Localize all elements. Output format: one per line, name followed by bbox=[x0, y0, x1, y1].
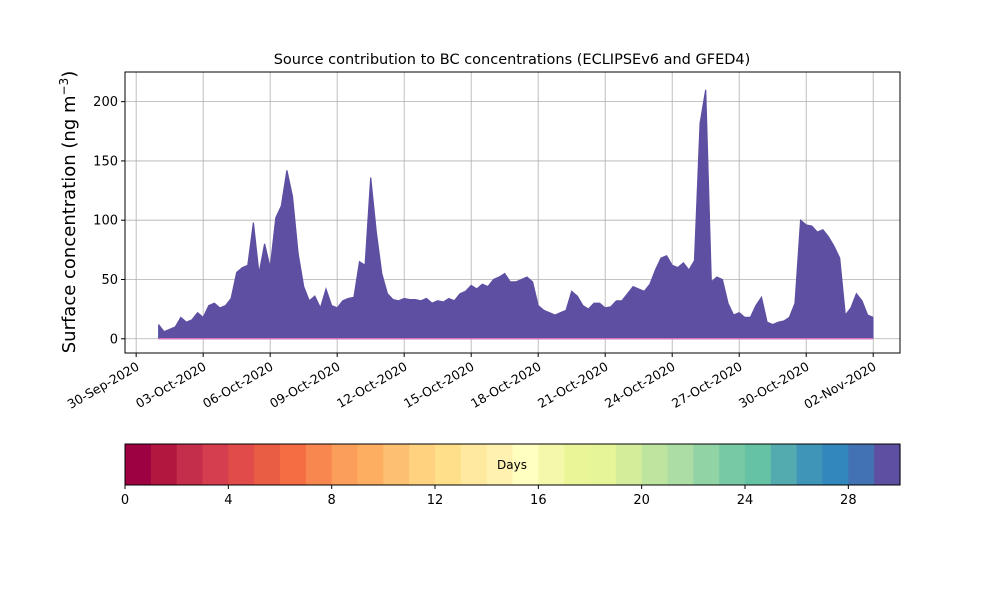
x-tick-label: 18-Oct-2020 bbox=[468, 359, 544, 411]
colorbar-bin bbox=[564, 444, 591, 485]
y-axis-label-superscript: −3 bbox=[57, 78, 71, 96]
y-tick-label: 150 bbox=[93, 154, 118, 169]
y-axis-label-close: ) bbox=[59, 71, 80, 78]
stacked-area-layers bbox=[158, 89, 874, 340]
y-axis-label-text: Surface concentration (ng m bbox=[59, 95, 80, 353]
colorbar-bin bbox=[486, 444, 514, 485]
colorbar-bin bbox=[383, 444, 410, 485]
colorbar-bin bbox=[228, 444, 255, 485]
x-axis: 30-Sep-202003-Oct-202006-Oct-202009-Oct-… bbox=[65, 353, 879, 412]
x-tick-label: 06-Oct-2020 bbox=[200, 359, 276, 411]
colorbar-bin bbox=[822, 444, 849, 485]
colorbar-bin bbox=[693, 444, 720, 485]
y-tick-label: 50 bbox=[101, 273, 118, 288]
x-tick-label: 15-Oct-2020 bbox=[401, 359, 477, 411]
colorbar-tick-label: 16 bbox=[530, 493, 547, 508]
x-tick-label: 30-Oct-2020 bbox=[736, 359, 812, 411]
x-tick-label: 02-Nov-2020 bbox=[801, 359, 879, 412]
colorbar-tick-label: 20 bbox=[633, 493, 650, 508]
colorbar-tick-label: 12 bbox=[427, 493, 444, 508]
x-tick-label: 09-Oct-2020 bbox=[267, 359, 343, 411]
colorbar-bin bbox=[202, 444, 229, 485]
colorbar-tick-label: 0 bbox=[121, 493, 129, 508]
colorbar-bin bbox=[176, 444, 204, 485]
y-tick-label: 100 bbox=[93, 214, 118, 229]
colorbar-tick-label: 8 bbox=[328, 493, 336, 508]
colorbar-bin bbox=[125, 444, 152, 485]
colorbar-bin bbox=[796, 444, 824, 485]
colorbar-bin bbox=[512, 444, 539, 485]
colorbar-bin bbox=[745, 444, 772, 485]
y-tick-label: 200 bbox=[93, 95, 118, 110]
colorbar-bin bbox=[719, 444, 746, 485]
y-axis: 0 50 100 150 200 bbox=[93, 95, 125, 347]
colorbar-bin bbox=[305, 444, 333, 485]
colorbar-tick-label: 28 bbox=[840, 493, 857, 508]
colorbar-bin bbox=[280, 444, 307, 485]
x-tick-label: 21-Oct-2020 bbox=[535, 359, 611, 411]
colorbar-bin bbox=[435, 444, 462, 485]
colorbar-bin bbox=[770, 444, 798, 485]
colorbar-bin bbox=[590, 444, 617, 485]
y-tick-label: 0 bbox=[110, 332, 118, 347]
x-tick-label: 27-Oct-2020 bbox=[669, 359, 745, 411]
colorbar-bin bbox=[667, 444, 694, 485]
colorbar: Days 0 4 8 12 16 20 24 28 bbox=[121, 443, 901, 508]
x-tick-label: 30-Sep-2020 bbox=[65, 359, 142, 412]
colorbar-bin bbox=[641, 444, 669, 485]
plot-border bbox=[124, 71, 901, 354]
colorbar-frame bbox=[124, 443, 901, 486]
colorbar-bins bbox=[125, 444, 901, 485]
colorbar-bin bbox=[357, 444, 384, 485]
age-layer bbox=[158, 89, 874, 339]
colorbar-bin bbox=[331, 444, 359, 485]
chart-title: Source contribution to BC concentrations… bbox=[274, 52, 751, 68]
colorbar-bin bbox=[409, 444, 436, 485]
colorbar-bin bbox=[848, 444, 875, 485]
x-tick-label: 12-Oct-2020 bbox=[334, 359, 410, 411]
colorbar-tick-label: 4 bbox=[224, 493, 232, 508]
colorbar-bin bbox=[254, 444, 281, 485]
colorbar-tick-label: 24 bbox=[737, 493, 754, 508]
x-tick-label: 03-Oct-2020 bbox=[133, 359, 209, 411]
colorbar-bin bbox=[150, 444, 178, 485]
y-axis-label: Surface concentration (ng m−3) bbox=[57, 71, 80, 354]
total-outline bbox=[158, 89, 874, 333]
colorbar-bin bbox=[874, 444, 901, 485]
colorbar-bin bbox=[615, 444, 643, 485]
svg-text:Surface concentration (ng m−3): Surface concentration (ng m−3) bbox=[57, 71, 80, 354]
colorbar-label: Days bbox=[497, 458, 527, 472]
colorbar-bin bbox=[460, 444, 488, 485]
colorbar-ticks: 0 4 8 12 16 20 24 28 bbox=[121, 485, 857, 508]
plot-frame bbox=[124, 71, 901, 354]
x-tick-label: 24-Oct-2020 bbox=[602, 359, 678, 411]
colorbar-bin bbox=[538, 444, 565, 485]
